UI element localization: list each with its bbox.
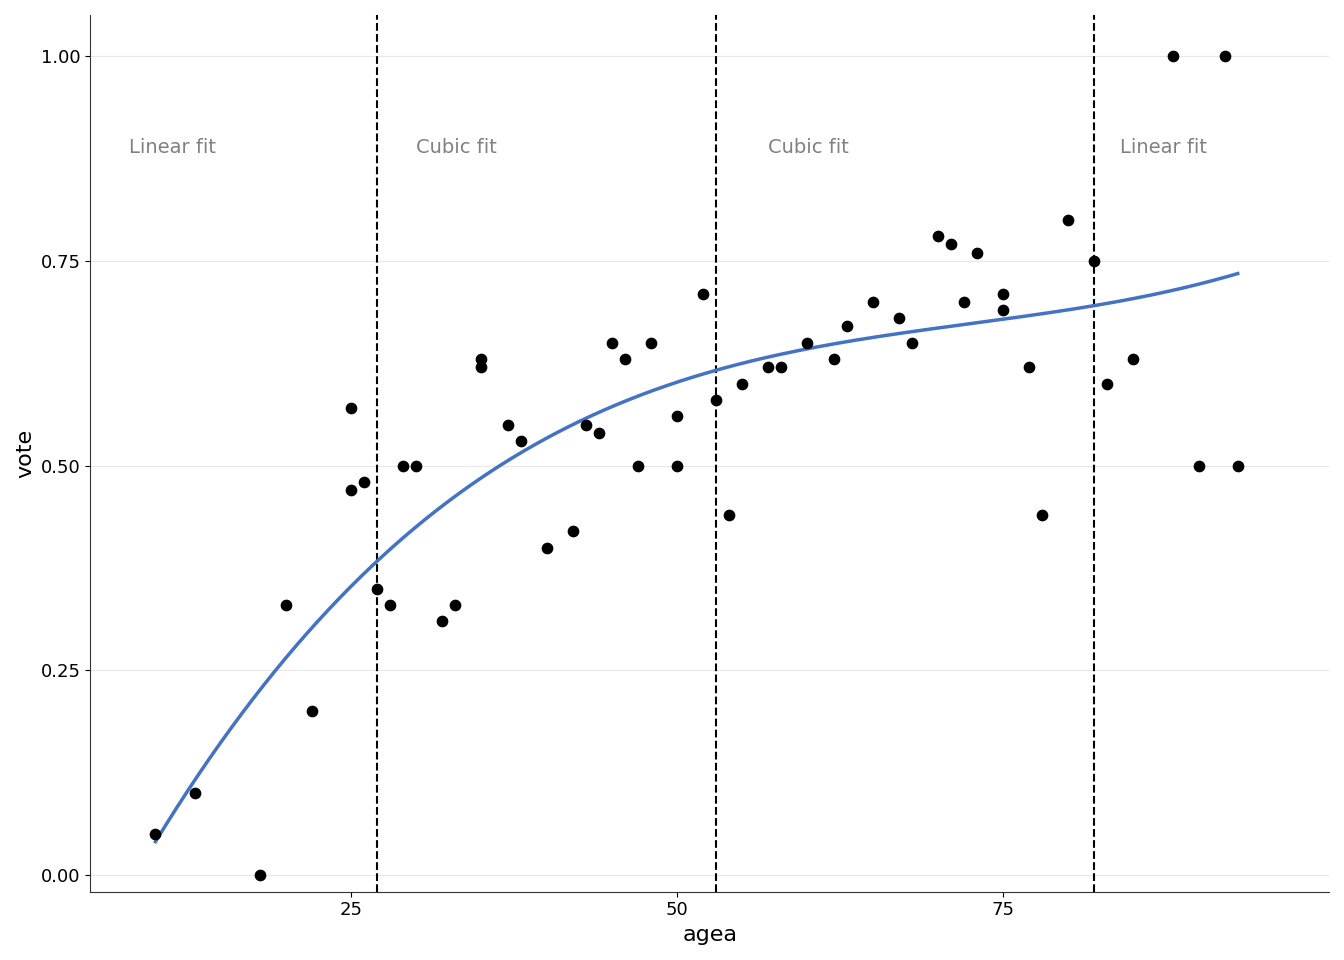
Point: [406, 458, 427, 473]
Point: [953, 294, 974, 309]
Text: Linear fit: Linear fit: [129, 138, 216, 156]
Point: [536, 540, 558, 555]
Point: [1122, 351, 1144, 367]
Point: [1097, 376, 1118, 392]
Point: [966, 245, 988, 260]
Point: [667, 458, 688, 473]
Point: [145, 827, 167, 842]
Point: [1214, 48, 1235, 63]
Point: [249, 868, 270, 883]
Point: [367, 581, 388, 596]
Point: [301, 704, 323, 719]
Point: [509, 433, 531, 448]
Point: [706, 393, 727, 408]
Text: Linear fit: Linear fit: [1121, 138, 1207, 156]
Point: [184, 785, 206, 801]
X-axis label: agea: agea: [683, 925, 737, 945]
Point: [601, 335, 622, 350]
Point: [628, 458, 649, 473]
Point: [340, 483, 362, 498]
Point: [900, 335, 922, 350]
Point: [719, 507, 741, 522]
Point: [888, 310, 910, 325]
Point: [667, 409, 688, 424]
Point: [992, 286, 1013, 301]
Point: [353, 474, 375, 490]
Point: [276, 597, 297, 612]
Point: [862, 294, 883, 309]
Point: [589, 425, 610, 441]
Point: [1161, 48, 1183, 63]
Point: [770, 360, 792, 375]
Point: [431, 613, 453, 629]
Point: [797, 335, 818, 350]
Point: [445, 597, 466, 612]
Point: [379, 597, 401, 612]
Point: [823, 351, 844, 367]
Point: [836, 319, 857, 334]
Point: [1019, 360, 1040, 375]
Point: [939, 237, 961, 252]
Point: [340, 400, 362, 416]
Point: [1227, 458, 1249, 473]
Text: Cubic fit: Cubic fit: [769, 138, 849, 156]
Point: [1188, 458, 1210, 473]
Y-axis label: vote: vote: [15, 429, 35, 478]
Point: [731, 376, 753, 392]
Point: [640, 335, 661, 350]
Point: [497, 417, 519, 432]
Text: Cubic fit: Cubic fit: [417, 138, 497, 156]
Point: [470, 360, 492, 375]
Point: [1058, 212, 1079, 228]
Point: [927, 228, 949, 244]
Point: [470, 351, 492, 367]
Point: [1031, 507, 1052, 522]
Point: [562, 523, 583, 539]
Point: [692, 286, 714, 301]
Point: [614, 351, 636, 367]
Point: [758, 360, 780, 375]
Point: [575, 417, 597, 432]
Point: [992, 302, 1013, 318]
Point: [1083, 253, 1105, 269]
Point: [392, 458, 414, 473]
